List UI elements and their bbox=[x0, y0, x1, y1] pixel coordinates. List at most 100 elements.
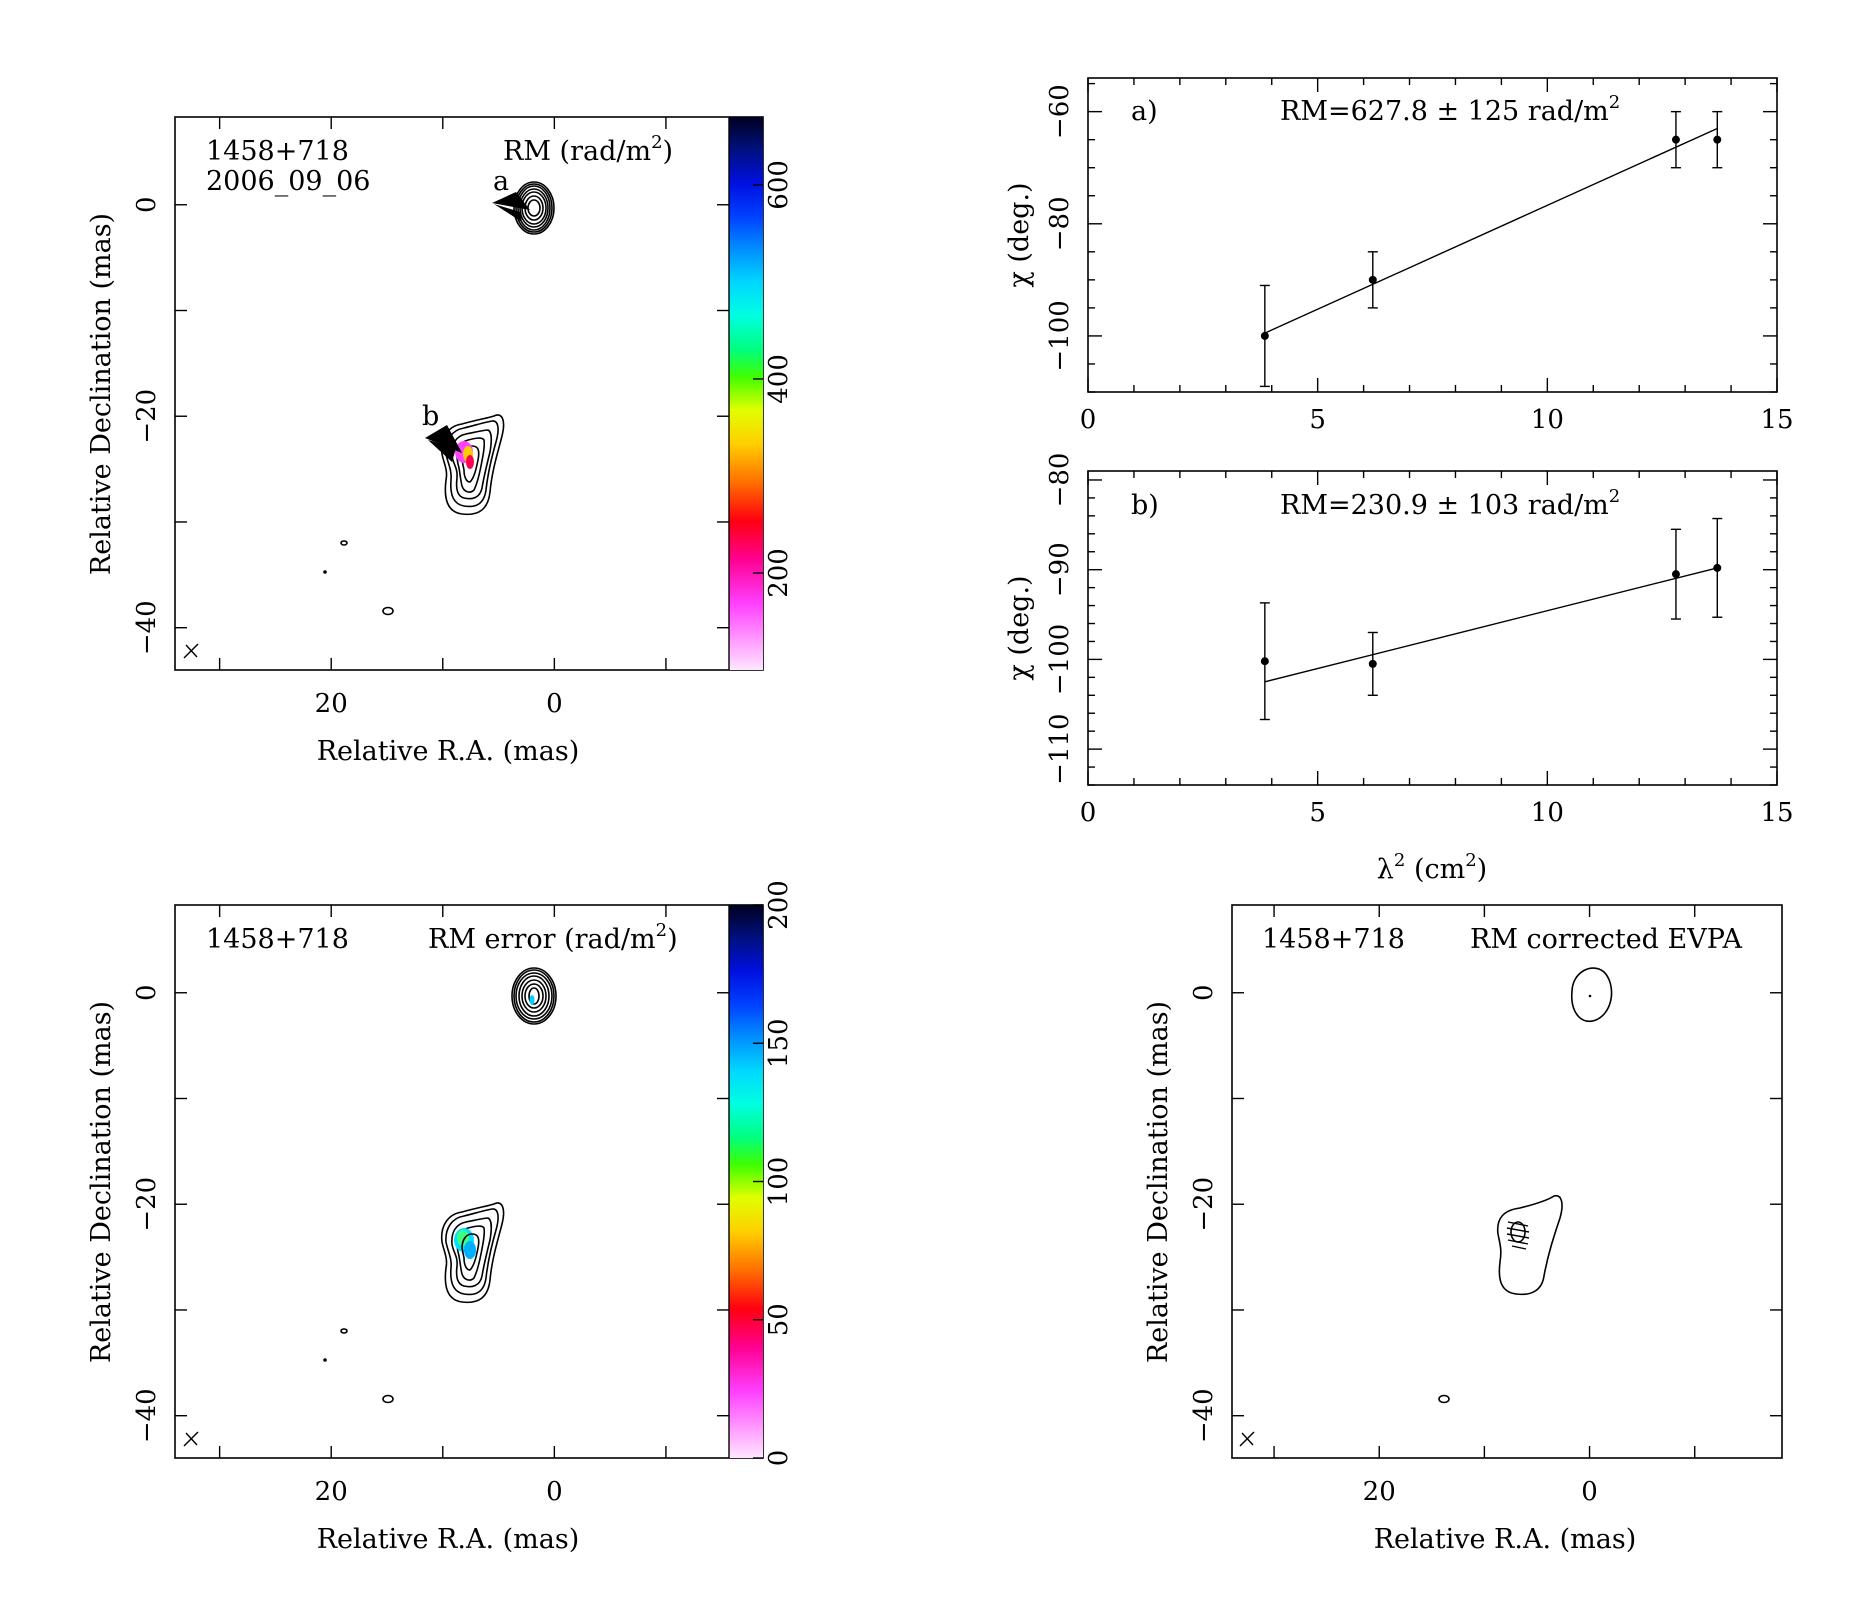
stray-contour bbox=[1438, 1394, 1450, 1404]
panel-a-ylabel: χ (deg.) bbox=[1004, 182, 1035, 287]
component-a-contours bbox=[511, 967, 557, 1025]
stray-contour bbox=[340, 540, 348, 546]
y-tick-label: 0 bbox=[1189, 984, 1219, 1001]
x-tick-label: 5 bbox=[1309, 798, 1326, 828]
x-tick-label: 20 bbox=[315, 1477, 348, 1507]
component-b-contours bbox=[440, 1202, 505, 1304]
stray-contour bbox=[382, 1394, 394, 1404]
x-tick-label: 0 bbox=[1080, 405, 1097, 435]
beam-marker bbox=[1239, 1431, 1255, 1447]
rm-error-frame bbox=[174, 904, 764, 1459]
y-tick-label: −60 bbox=[1045, 84, 1075, 139]
colorbar-tick-label: 100 bbox=[764, 1157, 794, 1207]
evpa-frame bbox=[1231, 904, 1783, 1459]
evpa-source-label: 1458+718 bbox=[1262, 924, 1405, 955]
component-b-label: b bbox=[422, 401, 439, 432]
panel-a-ticks: 0 5 10 15 −100 −80 −60 bbox=[1045, 78, 1794, 435]
data-point bbox=[1671, 135, 1680, 144]
panel-b-label: b) bbox=[1131, 490, 1159, 521]
rm-date-label: 2006_09_06 bbox=[206, 166, 370, 197]
panel-b-ticks: 0 5 10 15 −110 −100 −90 −80 bbox=[1045, 453, 1794, 828]
x-tick-label: 20 bbox=[1363, 1477, 1396, 1507]
component-a-label: a bbox=[493, 166, 509, 197]
y-tick-label: −20 bbox=[132, 1177, 162, 1232]
x-tick-label: 20 bbox=[315, 689, 348, 719]
panel-b-ylabel: χ (deg.) bbox=[1004, 575, 1035, 680]
x-tick-label: 0 bbox=[1581, 1477, 1598, 1507]
panel-a-data bbox=[1259, 110, 1723, 388]
rm-error-colorbar-ticks: 0 50 100 150 200 bbox=[753, 880, 794, 1466]
panel-a-label: a) bbox=[1131, 96, 1158, 127]
y-tick-label: −100 bbox=[1045, 624, 1075, 695]
evpa-map-panel: 20 0 0 −20 −40 1458+718 RM corrected EVPA Re… bbox=[1143, 904, 1783, 1555]
rm-fit-panel-a: 0 5 10 15 −100 −80 −60 a) RM=627.8 ± 125 rad/m… bbox=[1004, 77, 1794, 435]
rm-map-xlabel: Relative R.A. (mas) bbox=[317, 736, 580, 767]
y-tick-label: −20 bbox=[132, 389, 162, 444]
x-tick-label: 0 bbox=[1080, 798, 1097, 828]
rm-source-label: 1458+718 bbox=[206, 136, 349, 167]
panel-a-frame bbox=[1087, 77, 1778, 393]
colorbar-tick-label: 200 bbox=[764, 548, 794, 598]
colorbar-tick-label: 600 bbox=[764, 160, 794, 210]
colorbar-tick-label: 0 bbox=[764, 1450, 794, 1467]
stray-contour bbox=[340, 1328, 348, 1334]
rm-map-ylabel: Relative Declination (mas) bbox=[86, 213, 117, 575]
x-tick-label: 10 bbox=[1531, 798, 1564, 828]
data-point bbox=[1368, 275, 1377, 284]
evpa-title: RM corrected EVPA bbox=[1470, 924, 1742, 955]
x-tick-label: 0 bbox=[546, 1477, 563, 1507]
rm-colorbar bbox=[729, 117, 763, 670]
data-point bbox=[1671, 570, 1680, 579]
stray-dot bbox=[323, 570, 327, 574]
data-point bbox=[1260, 657, 1269, 666]
y-tick-label: 0 bbox=[132, 984, 162, 1001]
panel-b-data bbox=[1259, 517, 1723, 721]
evpa-vectors bbox=[1506, 1221, 1530, 1250]
y-tick-label: −90 bbox=[1045, 542, 1075, 597]
rm-fit-panel-b: 0 5 10 15 −110 −100 −90 −80 b) RM=230.9 ± 103 r… bbox=[1004, 453, 1794, 885]
beam-marker bbox=[183, 643, 199, 659]
y-tick-label: −20 bbox=[1189, 1177, 1219, 1232]
fit-line bbox=[1264, 127, 1718, 334]
stray-contour bbox=[382, 606, 394, 616]
fit-line bbox=[1264, 567, 1718, 683]
panel-a-fit-label: RM=627.8 ± 125 rad/m2 bbox=[1280, 92, 1620, 127]
y-tick-label: −80 bbox=[1045, 196, 1075, 251]
y-tick-label: 0 bbox=[132, 196, 162, 213]
x-tick-label: 5 bbox=[1309, 405, 1326, 435]
component-b-rm-color bbox=[455, 441, 474, 469]
rm-error-ylabel: Relative Declination (mas) bbox=[86, 1001, 117, 1363]
data-point bbox=[1713, 135, 1722, 144]
x-tick-label: 15 bbox=[1760, 798, 1793, 828]
rm-colorbar-ticks: 200 400 600 bbox=[753, 160, 794, 598]
panel-b-frame bbox=[1087, 470, 1778, 786]
y-tick-label: −40 bbox=[132, 600, 162, 655]
x-tick-label: 15 bbox=[1760, 405, 1793, 435]
colorbar-tick-label: 400 bbox=[764, 354, 794, 404]
rm-error-source-label: 1458+718 bbox=[206, 924, 349, 955]
x-tick-label: 10 bbox=[1531, 405, 1564, 435]
beam-marker bbox=[183, 1431, 199, 1447]
evpa-xlabel: Relative R.A. (mas) bbox=[1374, 1524, 1637, 1555]
component-a-arrow bbox=[492, 192, 530, 210]
rm-map-frame bbox=[174, 116, 764, 671]
panel-b-fit-label: RM=230.9 ± 103 rad/m2 bbox=[1280, 486, 1620, 521]
component-b-arrow bbox=[425, 425, 462, 453]
y-tick-label: −110 bbox=[1045, 713, 1075, 784]
y-tick-label: −40 bbox=[1189, 1388, 1219, 1443]
evpa-ylabel: Relative Declination (mas) bbox=[1143, 1001, 1174, 1363]
rm-map-title: RM (rad/m2) bbox=[503, 132, 673, 167]
component-a-contour bbox=[1571, 967, 1613, 1023]
rm-map-ticks: 20 0 0 −20 −40 bbox=[132, 117, 729, 719]
colorbar-tick-label: 200 bbox=[764, 880, 794, 930]
panel-b-xlabel: λ2 (cm2) bbox=[1377, 850, 1487, 885]
colorbar-tick-label: 50 bbox=[764, 1303, 794, 1336]
evpa-ticks: 20 0 0 −20 −40 bbox=[1189, 905, 1782, 1507]
component-b-contour bbox=[1496, 1194, 1563, 1296]
y-tick-label: −40 bbox=[132, 1388, 162, 1443]
rm-error-ticks: 20 0 0 −20 −40 bbox=[132, 905, 729, 1507]
x-tick-label: 0 bbox=[546, 689, 563, 719]
